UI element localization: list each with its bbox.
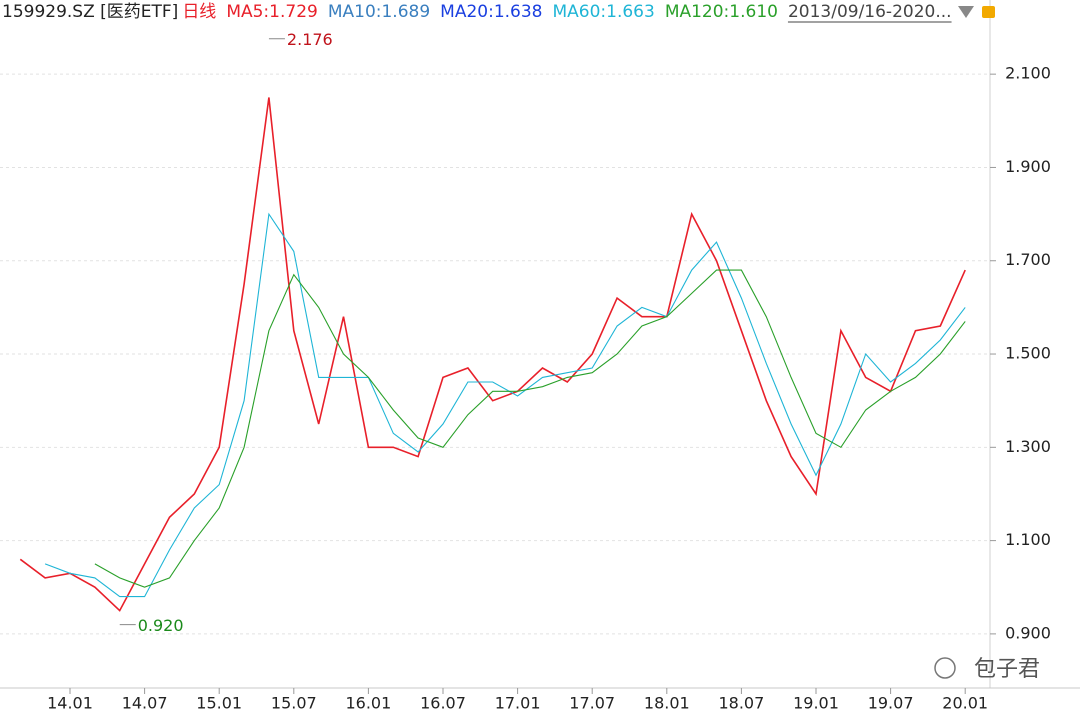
x-tick-label: 19.01: [793, 694, 839, 713]
header-item: MA20:1.638: [440, 2, 542, 22]
annotation-label: 2.176: [287, 30, 333, 49]
y-tick-label: 0.900: [1005, 623, 1051, 642]
y-tick-label: 1.500: [1005, 344, 1051, 363]
header-item: MA120:1.610: [665, 2, 778, 22]
x-tick-label: 20.01: [942, 694, 988, 713]
watermark-icon: [934, 657, 956, 679]
x-tick-label: 14.07: [122, 694, 168, 713]
header-item: MA60:1.663: [552, 2, 654, 22]
annotation-label: 0.920: [138, 616, 184, 635]
x-tick-label: 16.01: [345, 694, 391, 713]
y-tick-label: 1.100: [1005, 530, 1051, 549]
price-line: [19, 97, 966, 612]
y-tick-label: 1.900: [1005, 157, 1051, 176]
x-tick-label: 19.07: [868, 694, 914, 713]
x-tick-label: 15.07: [271, 694, 317, 713]
header-item: 日线: [182, 2, 216, 22]
x-tick-label: 17.07: [569, 694, 615, 713]
header-item: 159929.SZ [医药ETF]: [2, 2, 178, 22]
header-item: MA5:1.729: [226, 2, 318, 22]
x-tick-label: 18.01: [644, 694, 690, 713]
price-line: [44, 212, 966, 598]
y-tick-label: 1.700: [1005, 250, 1051, 269]
header-item: 2013/09/16-2020...: [788, 2, 952, 22]
watermark: 包子君: [974, 657, 1040, 682]
x-tick-label: 14.01: [47, 694, 93, 713]
header-item: MA10:1.689: [328, 2, 430, 22]
x-tick-label: 16.07: [420, 694, 466, 713]
x-tick-label: 15.01: [196, 694, 242, 713]
lock-icon[interactable]: [982, 6, 995, 18]
price-line: [94, 269, 966, 588]
y-tick-label: 1.300: [1005, 437, 1051, 456]
dropdown-icon[interactable]: [958, 6, 974, 18]
y-tick-label: 2.100: [1005, 64, 1051, 83]
x-tick-label: 18.07: [718, 694, 764, 713]
x-tick-label: 17.01: [495, 694, 541, 713]
